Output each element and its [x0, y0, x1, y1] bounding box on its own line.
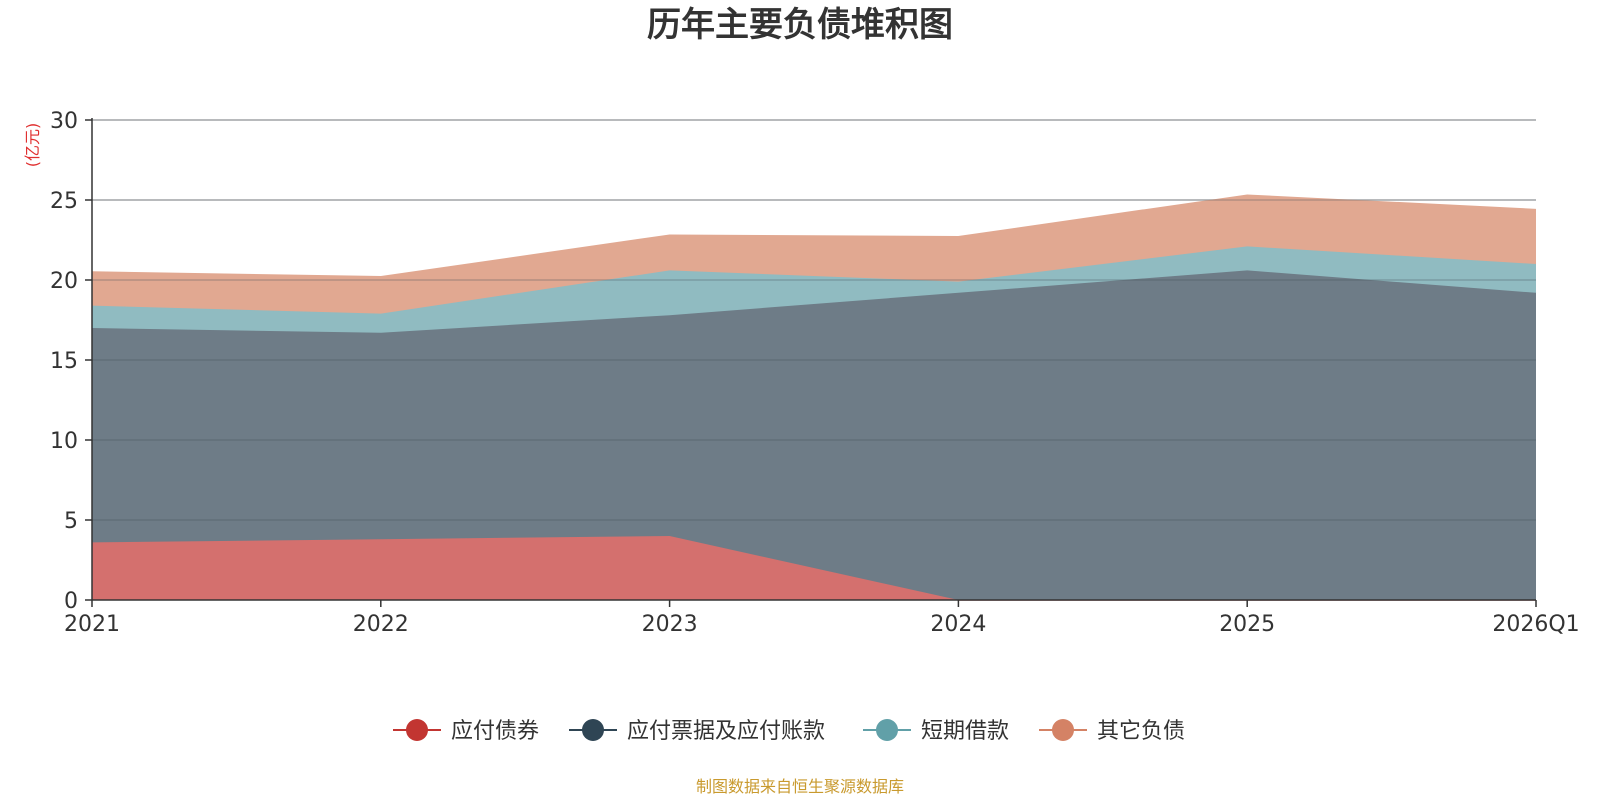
x-tick-label-2: 2023 [642, 612, 698, 637]
y-tick-label-0: 0 [64, 589, 78, 614]
x-tick-label-5: 2026Q1 [1492, 612, 1579, 637]
legend-marker-3 [1052, 719, 1074, 741]
legend-item-3[interactable]: 其它负债 [1039, 719, 1185, 744]
legend-label-0: 应付债券 [451, 719, 539, 744]
legend-label-2: 短期借款 [921, 719, 1009, 744]
legend-item-2[interactable]: 短期借款 [863, 719, 1009, 744]
y-tick-label-20: 20 [50, 269, 78, 294]
y-tick-label-5: 5 [64, 509, 78, 534]
y-axis-unit-label: (亿元) [23, 123, 42, 168]
area-series-1 [92, 270, 1536, 600]
area-series-group [91, 119, 1537, 601]
x-tick-label-1: 2022 [353, 612, 409, 637]
source-note: 制图数据来自恒生聚源数据库 [696, 777, 904, 796]
x-tick-label-0: 2021 [64, 612, 120, 637]
legend-marker-0 [406, 719, 428, 741]
chart-title: 历年主要负债堆积图 [647, 5, 953, 45]
x-tick-label-4: 2025 [1219, 612, 1275, 637]
legend-marker-2 [876, 719, 898, 741]
y-tick-label-15: 15 [50, 349, 78, 374]
legend-marker-1 [582, 719, 604, 741]
x-tick-label-3: 2024 [930, 612, 986, 637]
legend-label-1: 应付票据及应付账款 [627, 719, 825, 744]
legend-item-1[interactable]: 应付票据及应付账款 [569, 719, 825, 744]
area-edge-series-3 [91, 194, 1537, 278]
area-series-3 [92, 195, 1536, 314]
y-tick-label-25: 25 [50, 189, 78, 214]
y-tick-label-30: 30 [50, 109, 78, 134]
y-tick-label-10: 10 [50, 429, 78, 454]
legend-label-3: 其它负债 [1097, 719, 1185, 744]
legend-item-0[interactable]: 应付债券 [393, 719, 539, 744]
area-series-2 [92, 246, 1536, 333]
legend[interactable]: 应付债券 应付票据及应付账款 短期借款 其它负债 [393, 719, 1185, 744]
